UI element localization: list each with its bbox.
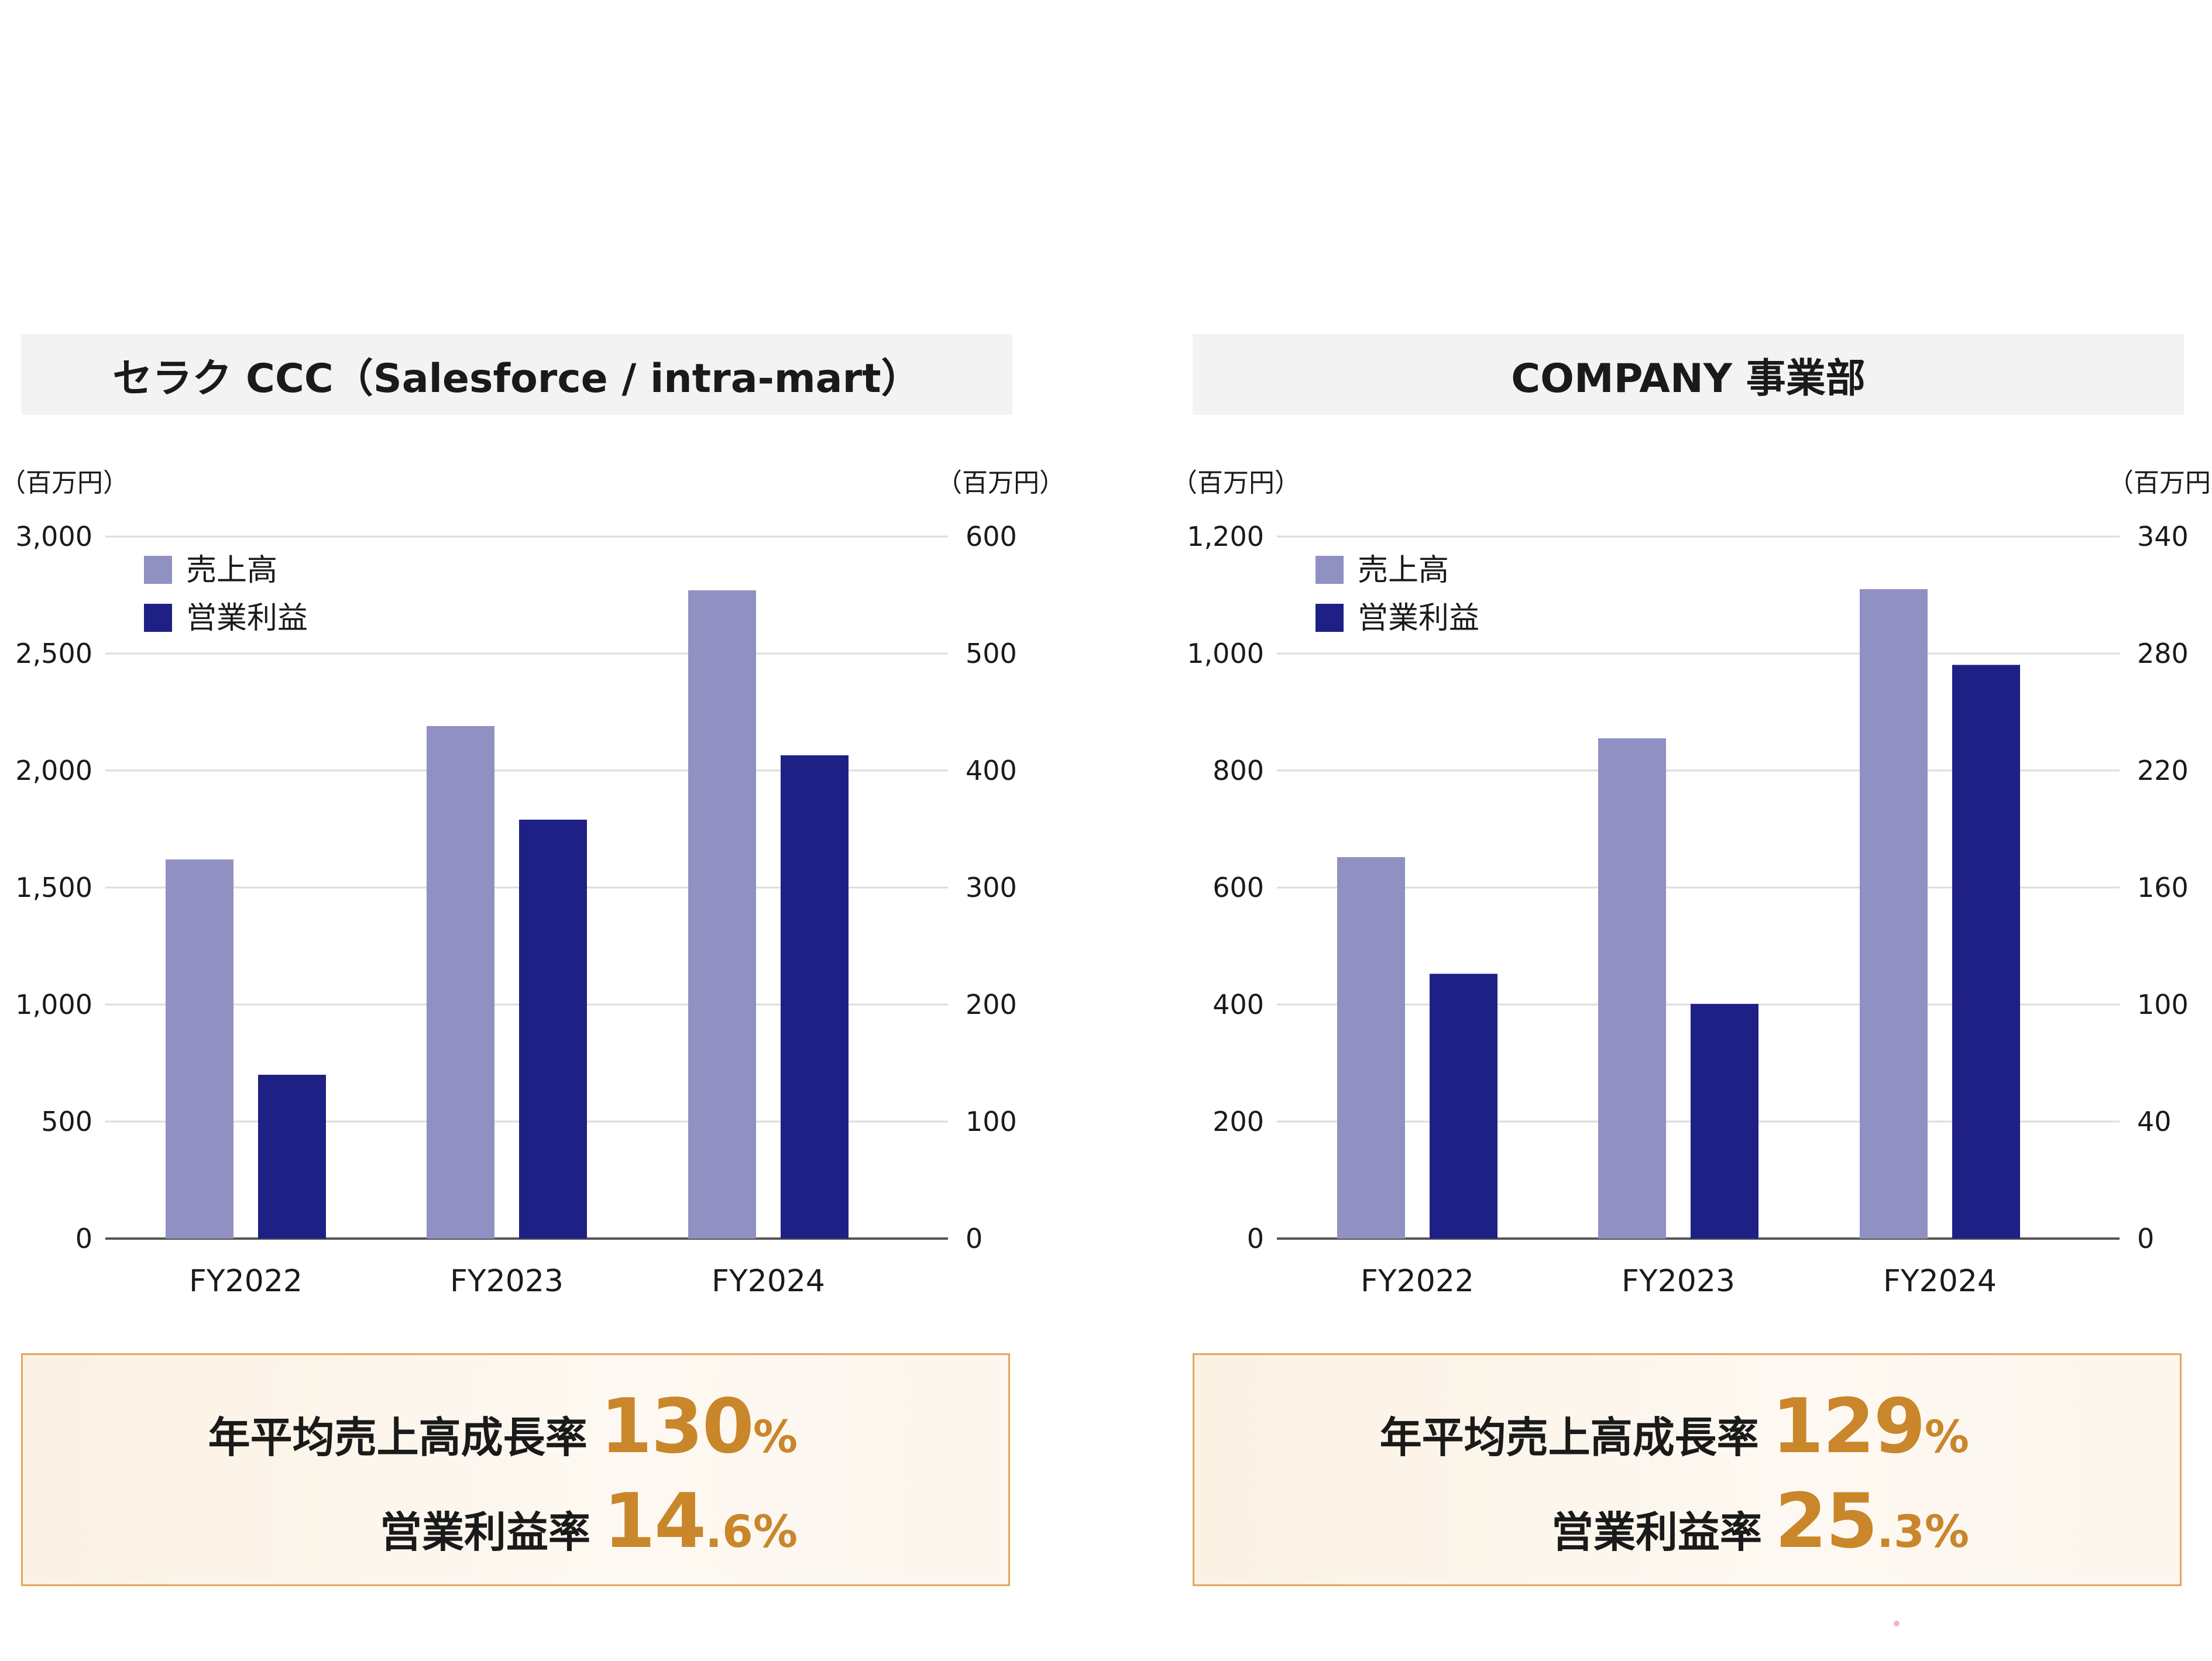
bar-profit bbox=[258, 1075, 326, 1239]
margin-decimal: .6% bbox=[705, 1505, 798, 1557]
margin-label: 営業利益率 bbox=[1551, 1508, 1762, 1557]
right-axis-unit: （百万円） bbox=[2108, 468, 2212, 498]
right-tick-label: 40 bbox=[2137, 1106, 2172, 1137]
bar-sales bbox=[1337, 857, 1405, 1239]
category-label: FY2023 bbox=[1622, 1264, 1735, 1299]
left-tick-label: 3,000 bbox=[15, 521, 92, 552]
category-label: FY2022 bbox=[189, 1264, 303, 1299]
chart-panel-company: COMPANY 事業部 （百万円） （百万円） 0 0 200 40 400 100 600 16… bbox=[1172, 0, 2212, 1661]
legend-swatch-profit bbox=[144, 604, 172, 632]
panel-title-bar: COMPANY 事業部 bbox=[1193, 334, 2184, 415]
growth-rate-line: 年平均売上高成長率 129 % bbox=[1380, 1383, 1969, 1470]
panel-title-bar: セラク CCC（Salesforce / intra-mart） bbox=[21, 334, 1012, 415]
right-tick-label: 220 bbox=[2137, 755, 2189, 786]
legend-label-sales: 売上高 bbox=[186, 553, 277, 588]
left-tick-label: 2,500 bbox=[15, 638, 92, 669]
margin-label: 営業利益率 bbox=[379, 1508, 590, 1557]
right-tick-label: 500 bbox=[966, 638, 1017, 669]
category-label: FY2022 bbox=[1361, 1264, 1474, 1299]
growth-rate-unit: % bbox=[1924, 1411, 1969, 1463]
summary-box: 年平均売上高成長率 130 % 営業利益率 14 .6% bbox=[21, 1353, 1010, 1586]
right-tick-label: 400 bbox=[966, 755, 1017, 786]
left-tick-label: 400 bbox=[1213, 989, 1264, 1020]
left-tick-label: 0 bbox=[1247, 1223, 1264, 1254]
bar-sales bbox=[427, 726, 494, 1239]
left-tick-label: 2,000 bbox=[15, 755, 92, 786]
legend-label-profit: 営業利益 bbox=[186, 601, 308, 636]
right-tick-label: 600 bbox=[966, 521, 1017, 552]
left-tick-label: 1,000 bbox=[15, 989, 92, 1020]
category-label: FY2024 bbox=[1883, 1264, 1997, 1299]
right-tick-label: 0 bbox=[2137, 1223, 2154, 1254]
bar-sales bbox=[688, 590, 756, 1239]
bar-profit bbox=[1691, 1003, 1758, 1239]
right-tick-label: 200 bbox=[966, 989, 1017, 1020]
left-tick-label: 1,000 bbox=[1187, 638, 1264, 669]
legend-swatch-sales bbox=[1315, 556, 1344, 584]
growth-rate-label: 年平均売上高成長率 bbox=[1379, 1413, 1759, 1462]
left-tick-label: 500 bbox=[41, 1106, 92, 1137]
growth-rate-unit: % bbox=[753, 1411, 798, 1463]
legend-swatch-profit bbox=[1315, 604, 1344, 632]
right-tick-label: 340 bbox=[2137, 521, 2189, 552]
right-tick-label: 300 bbox=[966, 872, 1017, 903]
margin-decimal: .3% bbox=[1877, 1505, 1969, 1557]
left-axis-unit: （百万円） bbox=[0, 468, 129, 498]
bar-sales bbox=[1598, 738, 1666, 1239]
left-tick-label: 200 bbox=[1213, 1106, 1264, 1137]
bar-profit bbox=[519, 820, 587, 1239]
growth-rate-value: 130 bbox=[600, 1383, 754, 1470]
margin-value: 25 bbox=[1774, 1478, 1878, 1565]
right-tick-label: 100 bbox=[966, 1106, 1017, 1137]
margin-line: 営業利益率 25 .3% bbox=[1551, 1478, 1969, 1565]
bar-sales bbox=[1860, 589, 1928, 1239]
margin-value: 14 bbox=[603, 1478, 706, 1565]
left-tick-label: 1,200 bbox=[1187, 521, 1264, 552]
decorative-dot bbox=[1894, 1621, 1900, 1626]
left-axis-unit: （百万円） bbox=[1172, 468, 1300, 498]
category-label: FY2024 bbox=[712, 1264, 825, 1299]
growth-rate-line: 年平均売上高成長率 130 % bbox=[208, 1383, 798, 1470]
left-tick-label: 600 bbox=[1213, 872, 1264, 903]
right-tick-label: 0 bbox=[966, 1223, 983, 1254]
bar-sales bbox=[166, 859, 233, 1239]
bar-profit bbox=[1430, 974, 1497, 1239]
bar-profit bbox=[1952, 665, 2020, 1239]
growth-rate-label: 年平均売上高成長率 bbox=[208, 1413, 588, 1462]
left-tick-label: 1,500 bbox=[15, 872, 92, 903]
right-axis-unit: （百万円） bbox=[936, 468, 1065, 498]
legend-label-profit: 営業利益 bbox=[1358, 601, 1479, 636]
bar-chart-company: （百万円） （百万円） 0 0 200 40 400 100 600 160 800 220 1,000… bbox=[1172, 468, 2212, 1299]
legend-swatch-sales bbox=[144, 556, 172, 584]
left-tick-label: 0 bbox=[75, 1223, 92, 1254]
panel-title: セラク CCC（Salesforce / intra-mart） bbox=[112, 355, 921, 402]
legend-label-sales: 売上高 bbox=[1358, 553, 1449, 588]
panel-title: COMPANY 事業部 bbox=[1511, 355, 1866, 402]
margin-line: 営業利益率 14 .6% bbox=[380, 1478, 798, 1565]
right-tick-label: 280 bbox=[2137, 638, 2189, 669]
summary-box: 年平均売上高成長率 129 % 営業利益率 25 .3% bbox=[1193, 1353, 2182, 1586]
chart-panel-ccc: セラク CCC（Salesforce / intra-mart） （百万円） （百… bbox=[0, 0, 1065, 1661]
left-tick-label: 800 bbox=[1213, 755, 1264, 786]
bar-profit bbox=[781, 755, 849, 1239]
growth-rate-value: 129 bbox=[1771, 1383, 1926, 1470]
bar-chart-ccc: （百万円） （百万円） 0 0 500 100 1,000 200 1,500 300 2,000 4… bbox=[0, 468, 1065, 1299]
right-tick-label: 100 bbox=[2137, 989, 2189, 1020]
category-label: FY2023 bbox=[450, 1264, 564, 1299]
right-tick-label: 160 bbox=[2137, 872, 2189, 903]
